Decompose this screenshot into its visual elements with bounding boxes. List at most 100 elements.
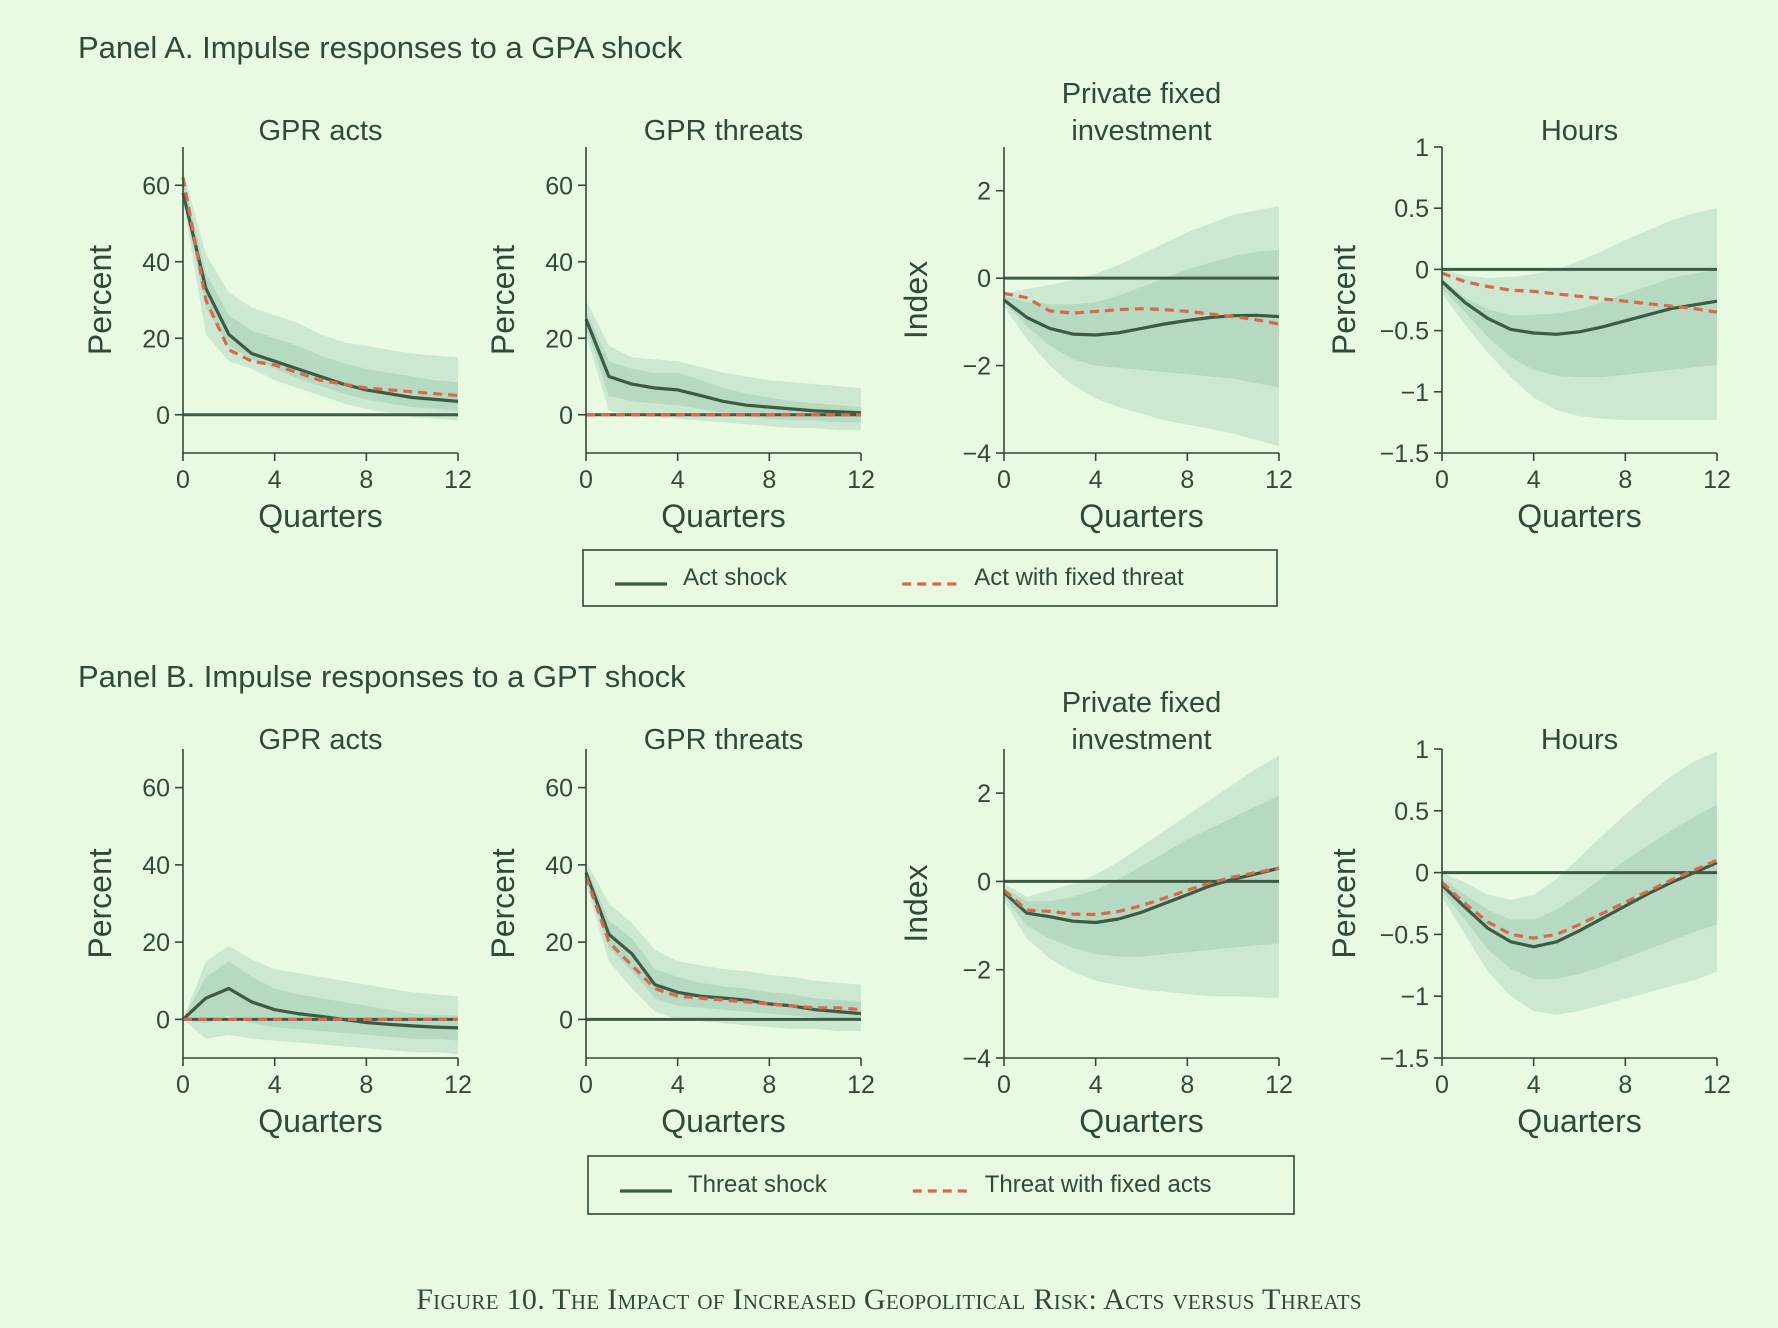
y-axis-label: Index: [898, 864, 934, 942]
x-tick-label: 0: [1435, 1071, 1449, 1099]
x-axis-label: Quarters: [661, 498, 785, 534]
y-tick-label: 0: [156, 1006, 170, 1034]
y-tick-label: 20: [142, 929, 170, 957]
confidence-band-inner: [1442, 804, 1717, 979]
y-tick-label: 0.5: [1394, 798, 1429, 826]
y-tick-label: 0: [977, 265, 991, 293]
subplot-gpr-threats: 0 20 40 60 0 4 8 12 GPR threats Quarters Percent: [485, 115, 875, 534]
x-tick-label: 12: [1265, 1071, 1293, 1099]
y-tick-label: −4: [962, 1045, 991, 1073]
legend: Act shock Act with fixed threat: [582, 549, 1278, 607]
y-tick-label: 60: [545, 775, 573, 803]
subplot-title-line-1: Private fixed: [1062, 78, 1222, 110]
y-tick-label: 0.5: [1394, 195, 1429, 223]
x-tick-label: 4: [671, 466, 685, 494]
confidence-band-inner: [1004, 249, 1279, 388]
panel-title: Panel B. Impulse responses to a GPT shoc…: [78, 659, 686, 694]
x-tick-label: 8: [359, 466, 373, 494]
x-axis-label: Quarters: [1517, 1103, 1641, 1139]
subplot-title: Hours: [1541, 724, 1618, 756]
x-tick-label: 12: [1703, 466, 1731, 494]
x-tick-label: 12: [1703, 1071, 1731, 1099]
x-tick-label: 12: [1265, 466, 1293, 494]
series-line-solid: [584, 318, 862, 415]
subplot-title: Hours: [1541, 115, 1618, 147]
x-tick-label: 4: [268, 466, 282, 494]
y-tick-label: 2: [977, 178, 991, 206]
y-tick-label: −1: [1400, 379, 1429, 407]
y-axis-label: Percent: [1326, 848, 1362, 958]
x-tick-label: 0: [176, 466, 190, 494]
y-axis-label: Index: [898, 261, 934, 339]
y-axis-label: Percent: [485, 848, 521, 958]
confidence-band-inner: [1442, 269, 1717, 378]
y-tick-label: −1.5: [1380, 1045, 1429, 1073]
y-tick-label: 20: [545, 929, 573, 957]
y-tick-label: 20: [545, 325, 573, 353]
legend: Threat shock Threat with fixed acts: [587, 1155, 1295, 1215]
subplot-gpr-acts: 0 20 40 60 0 4 8 12 GPR acts Quarters Percent: [82, 115, 472, 534]
subplot-gpr-threats: 0 20 40 60 0 4 8 12 GPR threats Quarters Percent: [485, 724, 875, 1139]
y-tick-label: 40: [545, 852, 573, 880]
legend-label: Act with fixed threat: [974, 564, 1184, 591]
x-axis-label: Quarters: [661, 1103, 785, 1139]
y-tick-label: −2: [962, 957, 991, 985]
series-line-dashed: [1002, 866, 1280, 917]
series-line-solid: [1440, 861, 1718, 949]
y-tick-label: 0: [1415, 860, 1429, 888]
x-tick-label: 4: [268, 1071, 282, 1099]
x-tick-label: 8: [1180, 466, 1194, 494]
x-tick-label: 0: [997, 466, 1011, 494]
x-tick-label: 4: [1527, 1071, 1541, 1099]
x-tick-label: 4: [1089, 466, 1103, 494]
x-tick-label: 8: [762, 1071, 776, 1099]
subplot-title-line-2: investment: [1071, 115, 1211, 147]
legend-label: Threat shock: [688, 1171, 828, 1198]
x-tick-label: 8: [1618, 1071, 1632, 1099]
subplot-private-fixed-investment: −4 −2 0 2 0 4 8 12 Private fixed investment Quarte…: [898, 78, 1293, 534]
y-tick-label: 0: [977, 868, 991, 896]
legend-label: Act shock: [683, 564, 788, 591]
y-tick-label: 60: [545, 172, 573, 200]
y-axis-label: Percent: [485, 245, 521, 355]
y-tick-label: 40: [142, 852, 170, 880]
x-tick-label: 0: [579, 466, 593, 494]
series-line-solid: [584, 872, 862, 1016]
subplot-hours: −1.5 −1 −0.5 0 0.5 1 0 4 8 12 Hours Quarters Percent: [1326, 115, 1731, 534]
x-tick-label: 0: [176, 1071, 190, 1099]
y-tick-label: 1: [1415, 134, 1429, 162]
subplot-title: GPR acts: [258, 724, 382, 756]
series-line-solid: [181, 986, 459, 1030]
x-tick-label: 8: [1180, 1071, 1194, 1099]
x-tick-label: 12: [444, 1071, 472, 1099]
x-tick-label: 0: [1435, 466, 1449, 494]
y-tick-label: 40: [142, 249, 170, 277]
legend-label: Threat with fixed acts: [985, 1171, 1212, 1198]
legend-box: [587, 1155, 1295, 1215]
y-tick-label: 60: [142, 775, 170, 803]
y-tick-label: −4: [962, 440, 991, 468]
x-tick-label: 8: [359, 1071, 373, 1099]
x-tick-label: 8: [762, 466, 776, 494]
series-line-solid: [1002, 866, 1280, 925]
subplot-title: GPR threats: [644, 724, 804, 756]
y-axis-label: Percent: [82, 245, 118, 355]
subplot-title: GPR threats: [644, 115, 804, 147]
y-tick-label: −2: [962, 353, 991, 381]
legend-box: [582, 549, 1278, 607]
subplot-title-line-2: investment: [1071, 724, 1211, 756]
subplot-hours: −1.5 −1 −0.5 0 0.5 1 0 4 8 12 Hours Quarters Percent: [1326, 724, 1731, 1139]
panel-a: Panel A. Impulse responses to a GPA shoc…: [78, 30, 1731, 607]
y-tick-label: −0.5: [1380, 921, 1429, 949]
confidence-band-inner: [586, 311, 861, 423]
y-axis-label: Percent: [1326, 245, 1362, 355]
subplot-private-fixed-investment: −4 −2 0 2 0 4 8 12 Private fixed investment Quarte…: [898, 687, 1293, 1139]
x-tick-label: 4: [1089, 1071, 1103, 1099]
y-axis-label: Percent: [82, 848, 118, 958]
series-line-dashed: [1003, 291, 1280, 326]
y-tick-label: 0: [559, 1006, 573, 1034]
x-tick-label: 0: [579, 1071, 593, 1099]
y-tick-label: 0: [156, 402, 170, 430]
series-line-dashed: [1441, 271, 1718, 314]
